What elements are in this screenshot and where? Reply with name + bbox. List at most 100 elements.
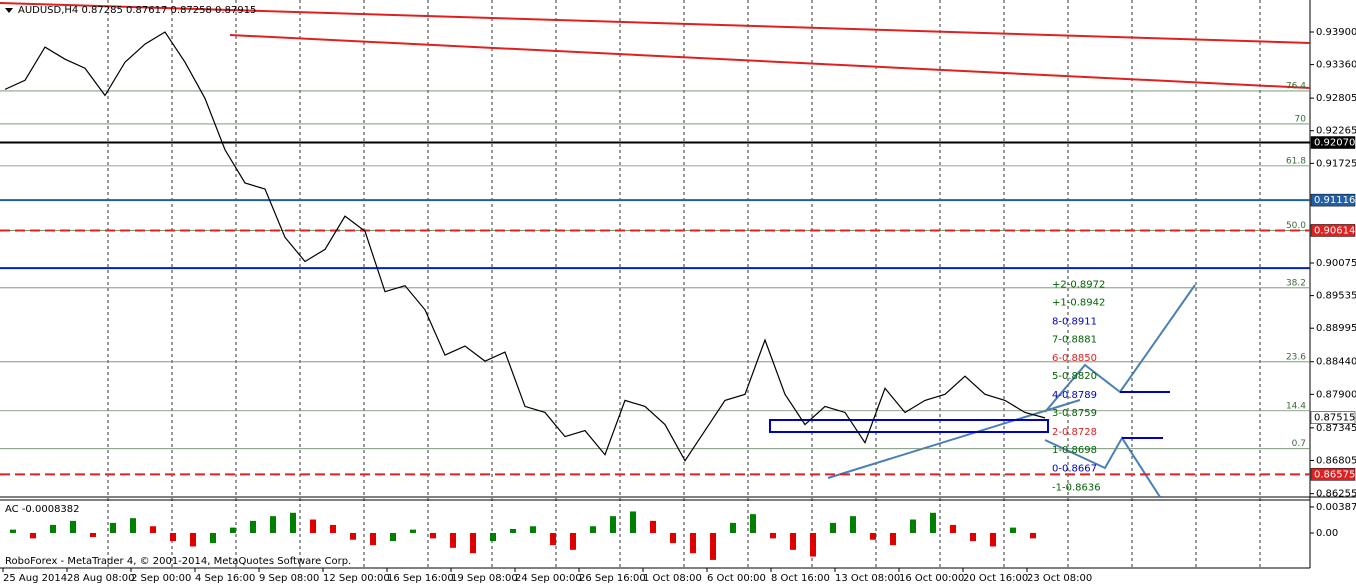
ac-bar xyxy=(30,532,36,539)
projection-up xyxy=(1044,284,1196,413)
fib-label: 76.4 xyxy=(1286,81,1306,91)
ac-bar xyxy=(350,532,356,540)
y-tick-label: 0.87900 xyxy=(1316,389,1356,400)
ac-bar xyxy=(470,532,476,554)
price-mark xyxy=(1310,224,1356,237)
ac-bar xyxy=(90,532,96,538)
x-tick-label: 9 Sep 08:00 xyxy=(259,573,319,584)
ac-bar xyxy=(970,532,976,542)
y-tick-label: 0.88440 xyxy=(1316,357,1356,368)
ac-bar xyxy=(310,519,316,533)
price-mark xyxy=(1310,136,1356,149)
ac-bar xyxy=(130,518,136,533)
pivot-label: 5-0.8820 xyxy=(1052,371,1097,382)
x-tick-label: 24 Sep 00:00 xyxy=(515,573,582,584)
price-mark xyxy=(1310,193,1356,207)
ac-bar xyxy=(250,520,256,533)
ac-bar xyxy=(430,532,436,539)
copyright: RoboForex - MetaTrader 4, © 2001-2014, M… xyxy=(5,556,351,567)
y-tick-label: 0.92805 xyxy=(1316,93,1356,104)
ac-bar xyxy=(790,532,796,550)
ac-bar xyxy=(1010,527,1016,533)
y-tick-label: 0.87345 xyxy=(1316,423,1356,434)
ac-bar xyxy=(710,532,716,560)
pivot-label: 4-0.8789 xyxy=(1052,390,1097,401)
ac-bar xyxy=(530,526,536,533)
ac-bar xyxy=(830,522,836,533)
price-mark-label: 0.90614 xyxy=(1314,225,1355,236)
ac-bar xyxy=(70,520,76,533)
ac-bar xyxy=(490,532,496,542)
fib-label: 61.8 xyxy=(1286,156,1306,166)
fib-label: 23.6 xyxy=(1286,352,1306,362)
ac-bar xyxy=(670,532,676,544)
ac-bar xyxy=(410,529,416,533)
pivot-label: -1-0.8636 xyxy=(1052,482,1101,493)
pivot-label: +1-0.8942 xyxy=(1052,298,1105,309)
ac-bar xyxy=(730,522,736,533)
pivot-label: 0-0.8667 xyxy=(1052,464,1097,475)
ac-bar xyxy=(10,529,16,533)
x-tick-label: 8 Oct 16:00 xyxy=(771,573,830,584)
y-tick-label: 0.86255 xyxy=(1316,489,1356,500)
fib-label: 14.4 xyxy=(1286,401,1306,411)
ac-bar xyxy=(770,532,776,539)
ac-bar xyxy=(870,532,876,540)
x-tick-label: 16 Oct 00:00 xyxy=(899,573,964,584)
ac-bar xyxy=(750,514,756,533)
ac-bar xyxy=(590,526,596,533)
price-mark-label: 0.91116 xyxy=(1314,195,1355,206)
ac-bar xyxy=(930,512,936,533)
x-tick-label: 13 Oct 08:00 xyxy=(835,573,900,584)
ac-bar xyxy=(170,532,176,542)
ac-bar xyxy=(230,527,236,533)
ac-pane: AC -0.0008382 0.0038700 0.00 xyxy=(5,502,1356,560)
x-tick-label: 26 Sep 16:00 xyxy=(579,573,646,584)
price-mark-label: 0.87515 xyxy=(1314,413,1355,424)
price-mark-label: 0.92070 xyxy=(1314,138,1355,149)
trend-channel xyxy=(0,2,1311,44)
y-tick-label: 0.88995 xyxy=(1316,323,1356,334)
pivot-label: 8-0.8911 xyxy=(1052,316,1097,327)
pivot-label: 6-0.8850 xyxy=(1052,353,1097,364)
ac-bar xyxy=(990,532,996,547)
pivot-label: 3-0.8759 xyxy=(1052,408,1097,419)
ac-bar xyxy=(510,528,516,533)
x-tick-label: 12 Sep 00:00 xyxy=(323,573,390,584)
y-tick-label: 0.00 xyxy=(1316,528,1338,539)
y-tick-label: 0.93360 xyxy=(1316,60,1356,71)
projection-down xyxy=(1044,436,1161,498)
x-tick-label: 4 Sep 16:00 xyxy=(195,573,255,584)
x-tick-label: 20 Oct 16:00 xyxy=(963,573,1028,584)
ac-bar xyxy=(630,511,636,533)
time-grid xyxy=(107,0,1261,568)
indicator-label: AC -0.0008382 xyxy=(5,504,80,515)
ac-bar xyxy=(330,524,336,533)
x-tick-label: 25 Aug 2014 xyxy=(3,573,67,584)
ac-bar xyxy=(50,524,56,533)
fib-label: 0.7 xyxy=(1292,439,1306,449)
ac-bar xyxy=(150,526,156,533)
price-pane: 0.93900 0.93360 0.92805 0.92265 0.91725 0.900… xyxy=(0,27,1356,584)
x-tick-label: 19 Sep 08:00 xyxy=(451,573,518,584)
ac-bar xyxy=(690,532,696,554)
fib-label: 50.0 xyxy=(1286,221,1306,231)
y-tick-label: 0.0038700 xyxy=(1316,502,1356,513)
ac-bar xyxy=(290,512,296,533)
menu-arrow[interactable] xyxy=(5,8,13,13)
ac-bar xyxy=(190,532,196,547)
ac-bar xyxy=(810,532,816,557)
y-tick-label: 0.90075 xyxy=(1316,258,1356,269)
price-mark-label: 0.86575 xyxy=(1314,469,1355,480)
ac-bar xyxy=(390,532,396,542)
price-mark xyxy=(1310,411,1356,424)
ac-bar xyxy=(650,520,656,533)
x-tick-label: 23 Oct 08:00 xyxy=(1027,573,1092,584)
pivot-label: 7-0.8881 xyxy=(1052,334,1097,345)
y-tick-label: 0.91725 xyxy=(1316,158,1356,169)
ac-bar xyxy=(610,516,616,533)
y-tick-label: 0.89535 xyxy=(1316,291,1356,302)
fib-label: 38.2 xyxy=(1286,278,1306,288)
ac-bar xyxy=(910,519,916,533)
